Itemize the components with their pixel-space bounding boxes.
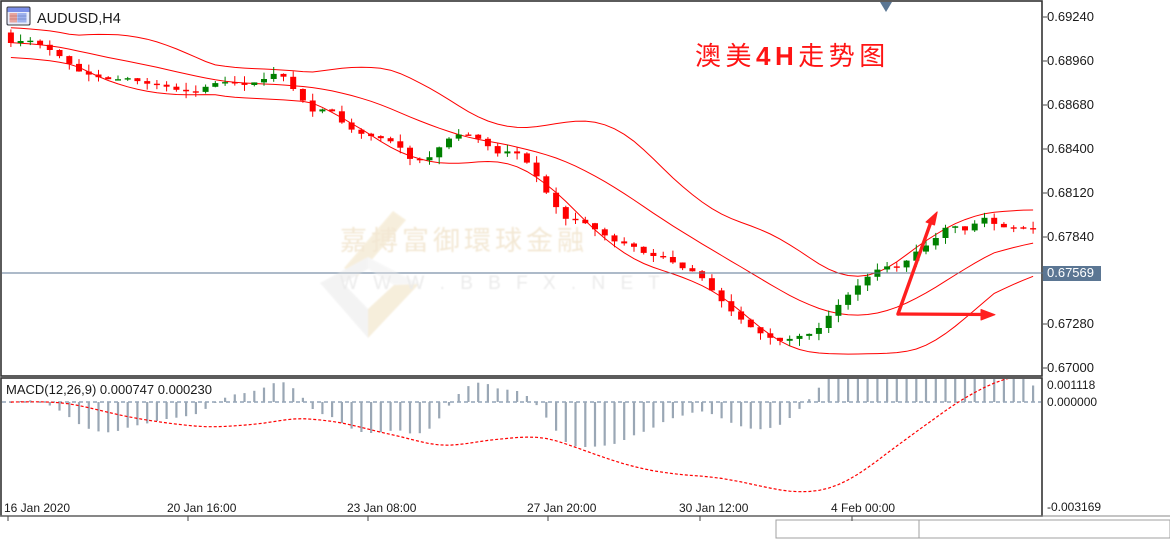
- svg-text:W W W . B B F X . N E T: W W W . B B F X . N E T: [340, 273, 665, 294]
- svg-text:23 Jan 08:00: 23 Jan 08:00: [347, 501, 417, 515]
- svg-text:0.68960: 0.68960: [1047, 53, 1094, 68]
- svg-text:20 Jan 16:00: 20 Jan 16:00: [167, 501, 237, 515]
- svg-text:澳美4H走势图: 澳美4H走势图: [695, 41, 890, 71]
- svg-text:0.67569: 0.67569: [1047, 265, 1094, 280]
- svg-text:27 Jan 20:00: 27 Jan 20:00: [527, 501, 597, 515]
- svg-text:嘉搏富御環球金融: 嘉搏富御環球金融: [340, 226, 588, 256]
- svg-text:16 Jan 2020: 16 Jan 2020: [4, 501, 70, 515]
- svg-text:30 Jan 12:00: 30 Jan 12:00: [679, 501, 749, 515]
- svg-text:0.68400: 0.68400: [1047, 141, 1094, 156]
- svg-text:0.68680: 0.68680: [1047, 97, 1094, 112]
- svg-text:AUDUSD,H4: AUDUSD,H4: [37, 11, 121, 27]
- svg-text:0.68120: 0.68120: [1047, 185, 1094, 200]
- svg-text:-0.003169: -0.003169: [1047, 500, 1101, 514]
- svg-text:MACD(12,26,9) 0.000747 0.00023: MACD(12,26,9) 0.000747 0.000230: [6, 382, 212, 397]
- svg-text:0.001118: 0.001118: [1047, 378, 1096, 392]
- svg-text:0.67280: 0.67280: [1047, 316, 1094, 331]
- svg-text:0.67000: 0.67000: [1047, 360, 1094, 375]
- svg-text:0.000000: 0.000000: [1047, 395, 1097, 409]
- svg-text:0.67840: 0.67840: [1047, 229, 1094, 244]
- svg-text:0.69240: 0.69240: [1047, 9, 1094, 24]
- svg-text:4 Feb 00:00: 4 Feb 00:00: [831, 501, 895, 515]
